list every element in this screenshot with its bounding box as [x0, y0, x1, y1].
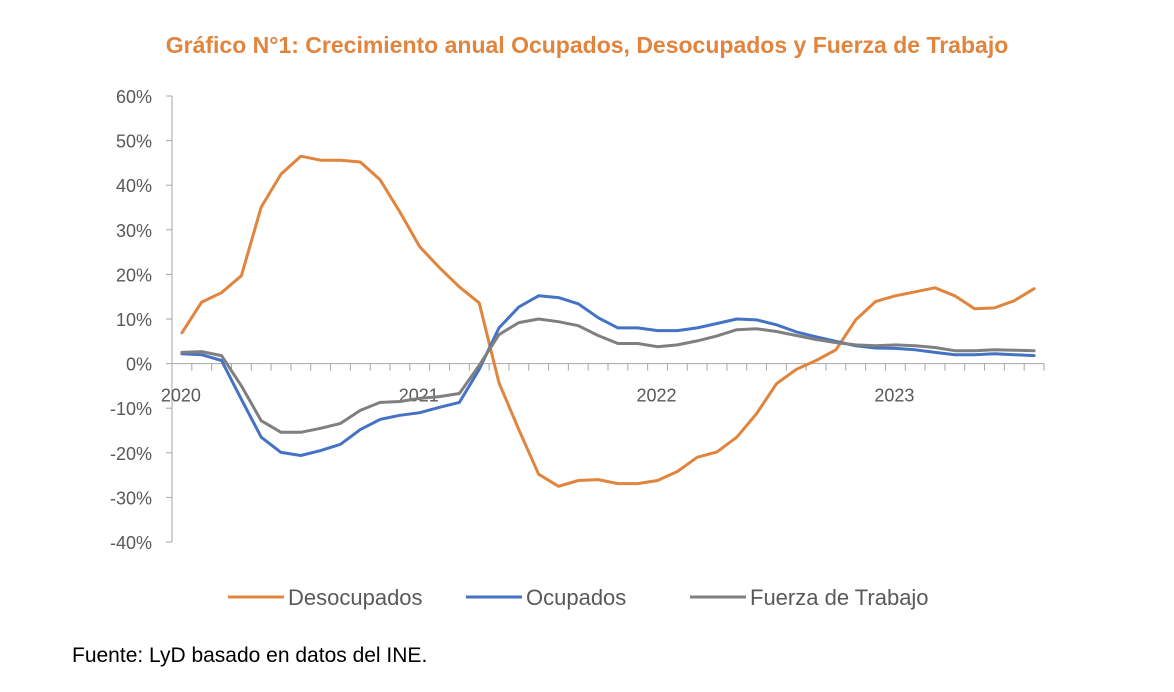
legend-item: Ocupados: [466, 585, 626, 610]
y-tick-label: 10%: [116, 310, 152, 330]
legend-item: Desocupados: [228, 585, 423, 610]
legend: Desocupados Ocupados Fuerza de Trabajo: [228, 585, 929, 610]
y-tick-label: 30%: [116, 221, 152, 241]
chart-title: Gráfico N°1: Crecimiento anual Ocupados,…: [165, 32, 1009, 58]
y-tick-label: 60%: [116, 87, 152, 107]
y-tick-label: 20%: [116, 265, 152, 285]
y-tick-label: 0%: [126, 355, 152, 375]
y-tick-label: -20%: [110, 444, 152, 464]
x-year-label: 2023: [874, 386, 914, 406]
y-tick-label: 50%: [116, 132, 152, 152]
legend-label: Ocupados: [526, 585, 626, 610]
y-axis: 60% 50% 40% 30% 20% 10% 0% -10% -20% -30% -40%: [110, 87, 173, 553]
y-tick-label: 40%: [116, 176, 152, 196]
y-tick-label: -40%: [110, 533, 152, 553]
legend-label: Fuerza de Trabajo: [750, 585, 929, 610]
x-axis: 2020 2021 2022 2023: [161, 363, 1045, 406]
y-tick-label: -10%: [110, 399, 152, 419]
series-line-desocupados: [180, 154, 1036, 488]
source-note: Fuente: LyD basado en datos del INE.: [72, 644, 428, 667]
legend-label: Desocupados: [288, 585, 423, 610]
x-year-label: 2022: [637, 386, 677, 406]
y-tick-label: -30%: [110, 488, 152, 508]
series-lines: [180, 154, 1036, 488]
x-year-label: 2020: [161, 386, 201, 406]
legend-item: Fuerza de Trabajo: [690, 585, 929, 610]
series-line-fuerza-de-trabajo: [180, 317, 1036, 434]
x-year-label: 2021: [399, 386, 439, 406]
series-line-ocupados: [180, 294, 1036, 457]
